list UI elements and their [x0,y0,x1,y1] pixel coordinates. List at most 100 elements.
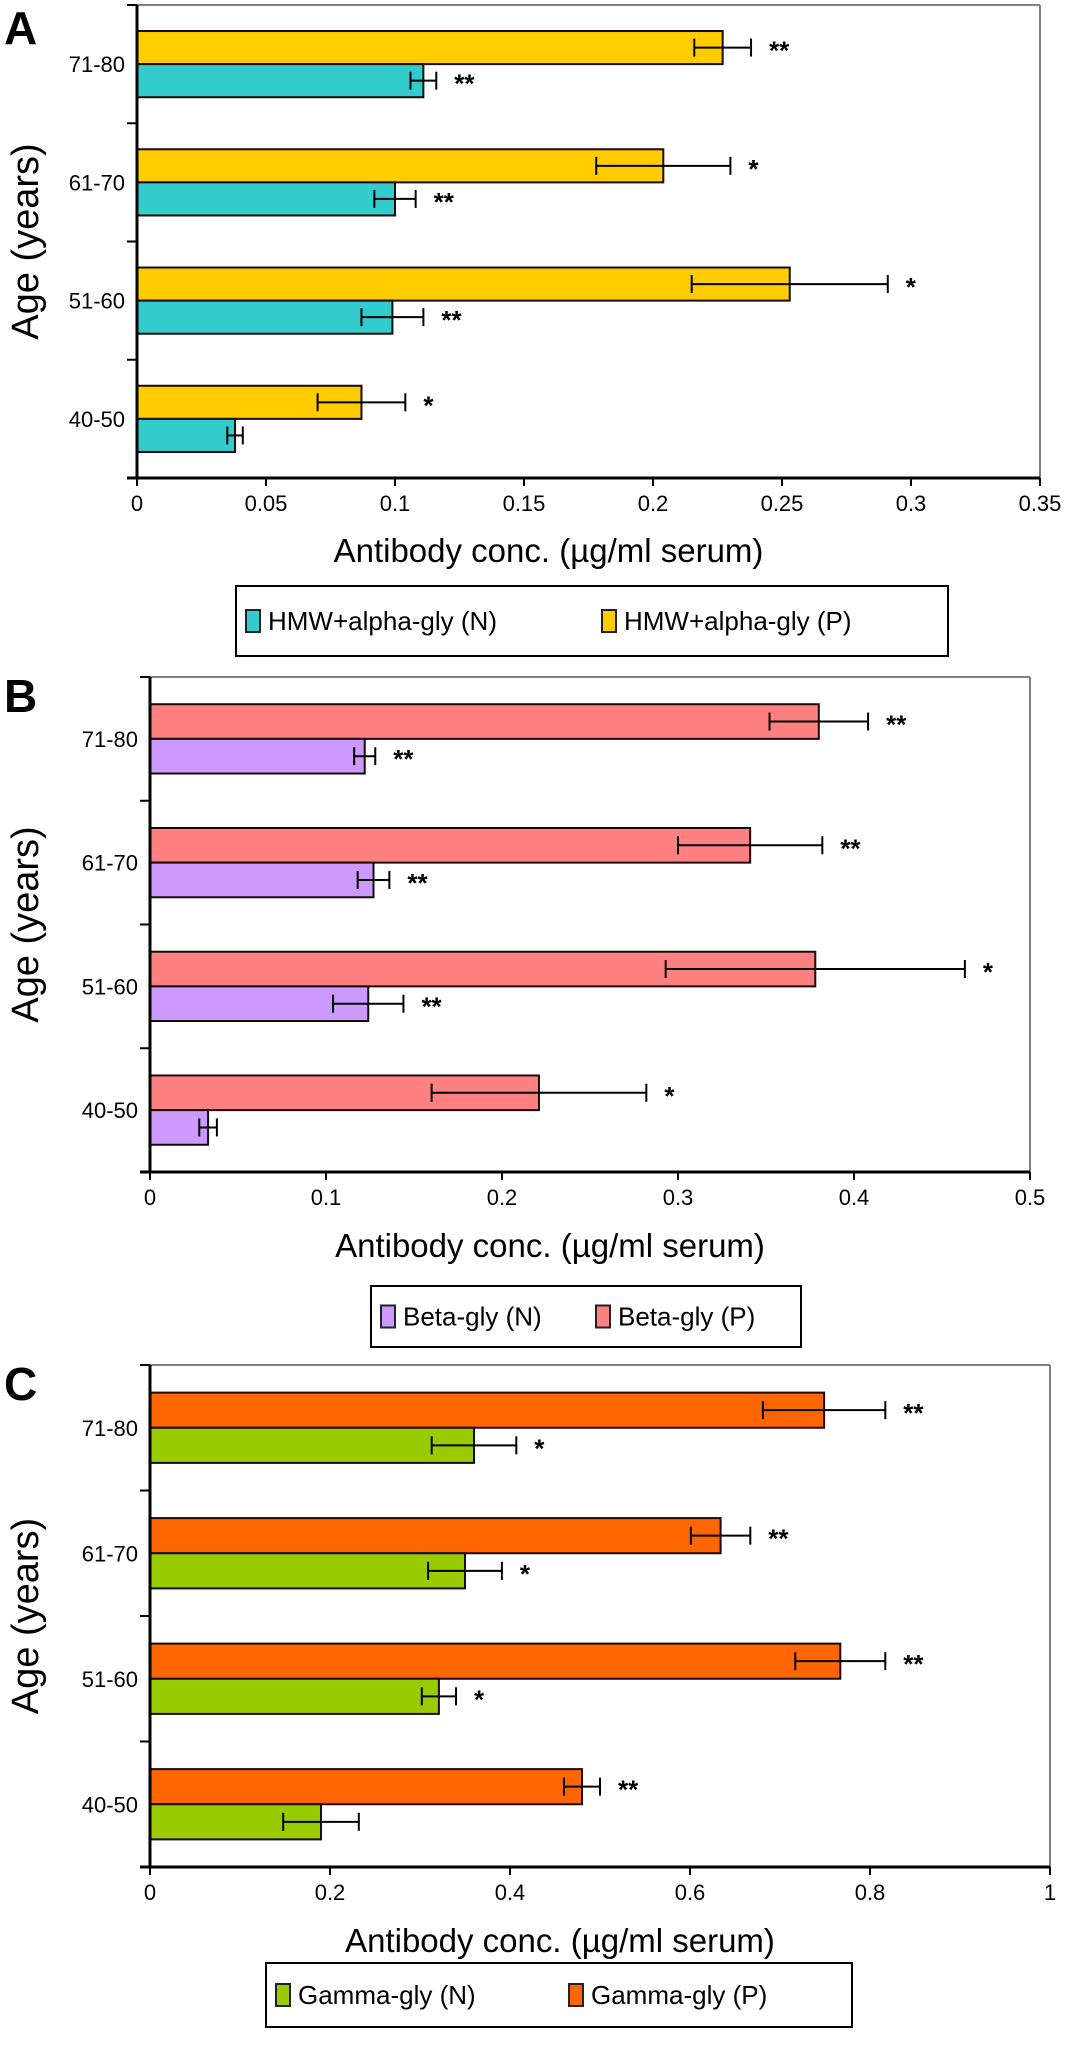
x-tick-label: 0 [144,1880,156,1905]
x-tick-label: 1 [1044,1880,1056,1905]
bar [149,861,375,899]
x-tick-label: 0 [131,491,143,516]
significance-mark: ** [407,868,428,898]
significance-mark: ** [393,744,414,774]
significance-mark: * [906,272,917,302]
bar [149,737,366,775]
bar [136,299,394,335]
legend: Beta-gly (N) Beta-gly (P) [370,1285,802,1348]
legend-label: Beta-gly (P) [618,1302,755,1332]
bar [136,148,665,184]
significance-mark: * [983,957,994,987]
y-axis-label: Age (years) [5,826,47,1022]
legend-swatch [275,1983,291,2007]
category-label: 51-60 [69,289,125,314]
category-label: 71-80 [69,52,125,77]
x-tick-label: 0.25 [761,491,804,516]
x-tick-label: 0 [144,1185,156,1210]
significance-mark: ** [840,833,861,863]
category-label: 40-50 [82,1792,138,1817]
significance-mark: * [748,154,759,184]
y-axis-label: Age (years) [5,143,47,339]
bar [149,826,752,864]
x-tick-label: 0.1 [380,491,411,516]
x-tick-label: 0.2 [638,491,669,516]
x-tick-label: 0.8 [855,1880,886,1905]
significance-mark: ** [434,187,455,217]
legend-box [235,585,949,657]
x-tick-label: 0.2 [315,1880,346,1905]
bar [149,1517,722,1555]
significance-mark: ** [886,710,907,740]
legend-box [265,1962,853,2028]
panel-letter: B [4,670,37,722]
x-tick-label: 0.35 [1019,491,1062,516]
panel-letter: C [4,1358,37,1410]
legend-label: HMW+alpha-gly (N) [268,606,497,636]
x-tick-label: 0.6 [675,1880,706,1905]
panel-a: ****71-80***61-70***51-60*40-500 0.05 0.1 0… [4,2,1062,657]
x-tick-label: 0.5 [1015,1185,1046,1210]
panel-c: ***71-80***61-70***51-60**40-500 0.2 0.4 0.… [4,1358,1056,2028]
significance-mark: ** [903,1398,924,1428]
significance-mark: * [520,1559,531,1589]
legend-swatch [245,609,261,633]
bar [149,1768,583,1806]
significance-mark: * [423,390,434,420]
x-axis-label: Antibody conc. (µg/ml serum) [334,532,764,569]
bar [149,1642,842,1680]
category-label: 61-70 [69,170,125,195]
bar [149,1677,440,1715]
category-label: 71-80 [82,1416,138,1441]
legend-label: Gamma-gly (N) [298,1980,476,2010]
category-label: 61-70 [82,1541,138,1566]
x-tick-label: 0.3 [663,1185,694,1210]
x-tick-label: 0.1 [311,1185,342,1210]
category-label: 40-50 [82,1098,138,1123]
legend-swatch [595,1304,611,1329]
significance-mark: ** [618,1775,639,1805]
y-axis-label: Age (years) [5,1518,47,1714]
legend-swatch [380,1304,396,1329]
x-tick-label: 0.3 [896,491,927,516]
category-label: 40-50 [69,407,125,432]
legend: Gamma-gly (N) Gamma-gly (P) [265,1962,853,2028]
x-axis-label: Antibody conc. (µg/ml serum) [345,1922,775,1959]
significance-mark: ** [768,1524,789,1554]
significance-mark: ** [421,992,442,1022]
x-tick-label: 0.4 [495,1880,526,1905]
category-label: 51-60 [82,1667,138,1692]
legend-label: Gamma-gly (P) [591,1980,767,2010]
significance-mark: * [474,1684,485,1714]
legend-label: HMW+alpha-gly (P) [624,606,852,636]
legend-swatch [601,609,617,633]
legend: HMW+alpha-gly (N) HMW+alpha-gly (P) [235,585,949,657]
bar [136,30,724,66]
bar [149,703,820,740]
panel-letter: A [4,2,37,54]
x-tick-label: 0.2 [487,1185,518,1210]
category-label: 71-80 [82,727,138,752]
legend-label: Beta-gly (N) [403,1302,542,1332]
bar [149,985,370,1023]
category-label: 61-70 [82,851,138,876]
x-axis-label: Antibody conc. (µg/ml serum) [335,1227,765,1264]
bar [149,1426,475,1464]
category-label: 51-60 [82,974,138,999]
significance-mark: ** [441,305,462,335]
significance-mark: ** [769,36,790,66]
significance-mark: * [664,1081,675,1111]
x-tick-label: 0.05 [245,491,288,516]
x-tick-label: 0.15 [503,491,546,516]
significance-mark: * [534,1433,545,1463]
bar [136,63,425,99]
bar [136,417,237,453]
significance-mark: ** [903,1649,924,1679]
bar [149,1552,466,1590]
bar [136,181,396,217]
legend-swatch [568,1983,584,2007]
legend-box [370,1285,802,1348]
bar [149,1391,826,1429]
significance-mark: ** [454,69,475,99]
